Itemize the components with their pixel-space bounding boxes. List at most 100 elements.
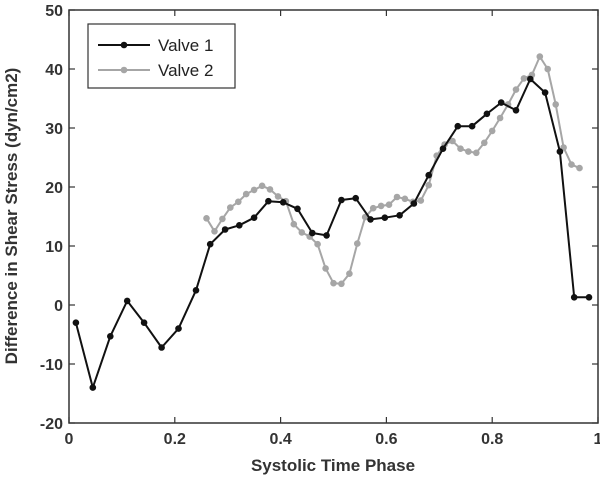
data-point-valve-2 <box>481 139 488 147</box>
data-point-valve-1 <box>140 319 148 327</box>
data-point-valve-1 <box>158 344 165 351</box>
data-point-valve-2 <box>393 193 401 201</box>
data-point-valve-1 <box>585 294 593 301</box>
data-point-valve-1 <box>221 226 229 233</box>
data-point-valve-2 <box>258 182 266 190</box>
data-point-valve-2 <box>465 148 472 155</box>
legend-label-valve-2: Valve 2 <box>158 61 213 80</box>
data-point-valve-2 <box>298 229 306 236</box>
x-tick-label: 0.2 <box>164 431 186 448</box>
y-tick-label: 0 <box>54 298 63 315</box>
y-tick-label: 30 <box>45 121 63 138</box>
data-point-valve-1 <box>265 197 272 205</box>
x-tick-label: 1 <box>594 431 600 448</box>
data-point-valve-1 <box>206 240 214 248</box>
y-tick-label: 40 <box>45 62 63 79</box>
series-valve-1 <box>72 75 593 391</box>
data-point-valve-1 <box>468 122 476 130</box>
data-point-valve-2 <box>369 204 377 212</box>
data-point-valve-2 <box>250 186 258 194</box>
data-point-valve-2 <box>203 215 210 222</box>
data-point-valve-1 <box>72 319 80 327</box>
legend-box <box>87 23 236 89</box>
data-point-valve-2 <box>473 149 480 157</box>
data-point-valve-1 <box>570 294 578 301</box>
series-valve-2 <box>203 53 583 288</box>
data-point-valve-1 <box>192 287 200 294</box>
y-tick-label: 20 <box>45 180 63 197</box>
y-tick-label: -10 <box>40 357 63 374</box>
y-axis-label: Difference in Shear Stress (dyn/cm2) <box>2 68 21 365</box>
data-point-valve-1 <box>279 199 287 206</box>
data-point-valve-2 <box>330 279 337 287</box>
data-point-valve-1 <box>512 107 520 114</box>
data-point-valve-2 <box>290 220 298 228</box>
x-tick-label: 0.4 <box>269 431 291 448</box>
x-tick-label: 0.6 <box>375 431 397 448</box>
data-point-valve-1 <box>236 222 243 229</box>
data-point-valve-2 <box>425 181 433 189</box>
legend-marker-valve-1 <box>120 41 128 49</box>
x-tick-label: 0.8 <box>481 431 503 448</box>
data-point-valve-2 <box>377 202 385 210</box>
data-point-valve-2 <box>576 164 583 172</box>
data-point-valve-1 <box>123 297 131 305</box>
data-point-valve-1 <box>175 325 182 332</box>
x-axis-ticks: 0 0.2 0.4 0.6 0.8 1 <box>65 10 600 448</box>
data-point-valve-1 <box>425 171 433 179</box>
data-point-valve-2 <box>512 86 520 93</box>
series-layer <box>72 53 593 391</box>
data-point-valve-1 <box>250 214 258 221</box>
data-point-valve-2 <box>266 186 274 193</box>
data-point-valve-1 <box>367 216 374 223</box>
data-point-valve-1 <box>483 110 491 118</box>
data-point-valve-2 <box>242 190 250 198</box>
x-tick-label: 0 <box>65 431 74 448</box>
data-point-valve-2 <box>211 228 218 235</box>
data-point-valve-2 <box>346 270 353 278</box>
legend: Valve 1 Valve 2 <box>87 23 236 89</box>
y-tick-label: 10 <box>45 239 63 256</box>
legend-label-valve-1: Valve 1 <box>158 36 213 55</box>
data-point-valve-1 <box>541 89 549 96</box>
data-point-valve-2 <box>457 145 464 152</box>
data-point-valve-2 <box>338 280 345 288</box>
data-point-valve-1 <box>338 196 345 204</box>
data-point-valve-2 <box>544 65 551 73</box>
data-point-valve-1 <box>309 229 316 237</box>
data-point-valve-2 <box>219 215 226 223</box>
data-point-valve-1 <box>556 148 564 155</box>
data-point-valve-2 <box>520 75 528 82</box>
data-point-valve-1 <box>410 200 418 207</box>
data-point-valve-1 <box>352 194 360 202</box>
data-point-valve-2 <box>449 137 456 145</box>
data-point-valve-2 <box>552 101 559 108</box>
data-point-valve-1 <box>439 145 447 152</box>
data-point-valve-2 <box>536 53 544 60</box>
y-tick-label: 50 <box>45 3 63 20</box>
legend-marker-valve-2 <box>120 66 128 74</box>
y-tick-label: -20 <box>40 416 63 433</box>
data-point-valve-2 <box>322 265 329 272</box>
data-point-valve-2 <box>354 240 361 247</box>
data-point-valve-1 <box>454 122 462 130</box>
data-point-valve-1 <box>323 232 330 239</box>
data-point-valve-1 <box>381 214 389 221</box>
data-point-valve-1 <box>89 384 97 391</box>
data-point-valve-2 <box>235 198 242 206</box>
data-point-valve-2 <box>385 201 393 208</box>
data-point-valve-2 <box>568 161 575 168</box>
data-point-valve-1 <box>107 333 114 340</box>
data-point-valve-1 <box>294 205 301 213</box>
data-point-valve-2 <box>417 197 425 204</box>
data-point-valve-1 <box>527 75 534 83</box>
data-point-valve-2 <box>496 114 504 122</box>
data-point-valve-2 <box>401 195 409 203</box>
data-point-valve-1 <box>497 99 505 106</box>
data-point-valve-2 <box>274 193 282 200</box>
data-point-valve-1 <box>396 212 403 219</box>
data-point-valve-2 <box>488 127 496 135</box>
data-point-valve-2 <box>227 204 234 211</box>
x-axis-label: Systolic Time Phase <box>251 456 415 475</box>
